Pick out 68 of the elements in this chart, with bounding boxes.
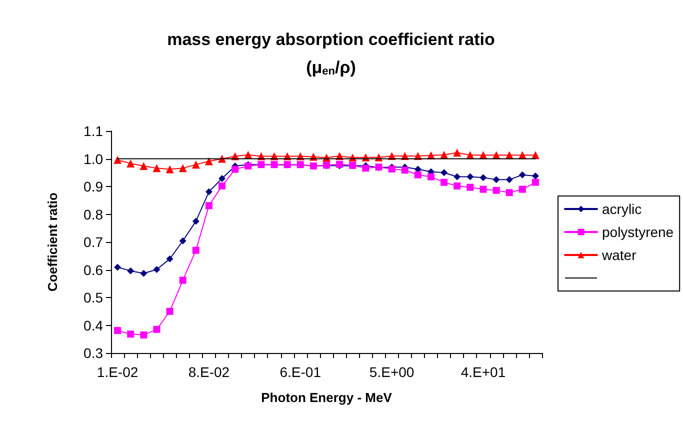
point xyxy=(179,276,186,284)
point xyxy=(152,164,161,172)
point xyxy=(492,176,500,184)
point xyxy=(440,169,448,176)
point xyxy=(114,327,122,334)
point xyxy=(218,182,226,190)
point xyxy=(401,166,408,174)
point xyxy=(492,186,500,194)
point xyxy=(205,188,212,196)
point xyxy=(127,330,134,338)
point xyxy=(440,178,448,186)
point xyxy=(506,176,513,184)
point xyxy=(126,159,135,168)
y-tick-label: 0.8 xyxy=(84,206,104,222)
x-tick-label: 8.E-02 xyxy=(188,364,230,380)
point xyxy=(179,237,186,244)
point xyxy=(454,173,461,180)
point xyxy=(480,186,487,193)
legend-label: acrylic xyxy=(602,201,642,217)
point xyxy=(466,173,474,180)
point xyxy=(140,162,148,170)
x-tick-label: 1.E-02 xyxy=(96,364,138,380)
point xyxy=(166,165,174,174)
point xyxy=(127,267,134,274)
point xyxy=(427,173,434,180)
y-tick-label: 1.1 xyxy=(84,123,104,139)
point xyxy=(454,182,461,190)
point xyxy=(518,171,526,178)
point xyxy=(532,178,539,186)
point xyxy=(232,166,239,173)
point xyxy=(166,255,174,262)
x-tick-label: 5.E+00 xyxy=(369,364,414,380)
y-tick-label: 1.0 xyxy=(84,150,104,167)
y-tick-label: 0.3 xyxy=(84,345,104,361)
point xyxy=(178,164,187,172)
point xyxy=(362,164,370,172)
point xyxy=(453,148,462,157)
y-tick-label: 0.6 xyxy=(84,262,104,278)
point xyxy=(153,266,160,273)
point xyxy=(218,174,226,182)
point xyxy=(114,156,122,164)
y-tick-label: 0.7 xyxy=(84,234,104,250)
point xyxy=(140,331,148,338)
y-axis-title: Coefficient ratio xyxy=(45,192,60,292)
point xyxy=(532,172,539,180)
point xyxy=(506,189,513,196)
point xyxy=(518,186,526,193)
x-tick-label: 6.E-01 xyxy=(280,364,322,380)
point xyxy=(153,326,160,333)
point xyxy=(466,184,474,191)
point xyxy=(414,171,422,178)
x-axis-title: Photon Energy - MeV xyxy=(261,390,392,405)
x-tick-label: 4.E+01 xyxy=(460,364,506,380)
point xyxy=(114,264,122,271)
point xyxy=(140,270,148,277)
legend-label: polystyrene xyxy=(602,224,674,240)
point xyxy=(192,218,200,225)
point xyxy=(205,202,212,210)
y-tick-label: 0.5 xyxy=(84,290,104,306)
point xyxy=(480,174,487,182)
y-tick-label: 0.9 xyxy=(84,178,104,194)
legend-label: water xyxy=(601,247,637,263)
point xyxy=(531,151,540,160)
y-tick-label: 0.4 xyxy=(84,317,104,334)
chart-title: mass energy absorption coefficient ratio xyxy=(167,30,495,49)
point xyxy=(192,246,200,254)
point xyxy=(192,160,200,169)
point xyxy=(166,308,174,315)
